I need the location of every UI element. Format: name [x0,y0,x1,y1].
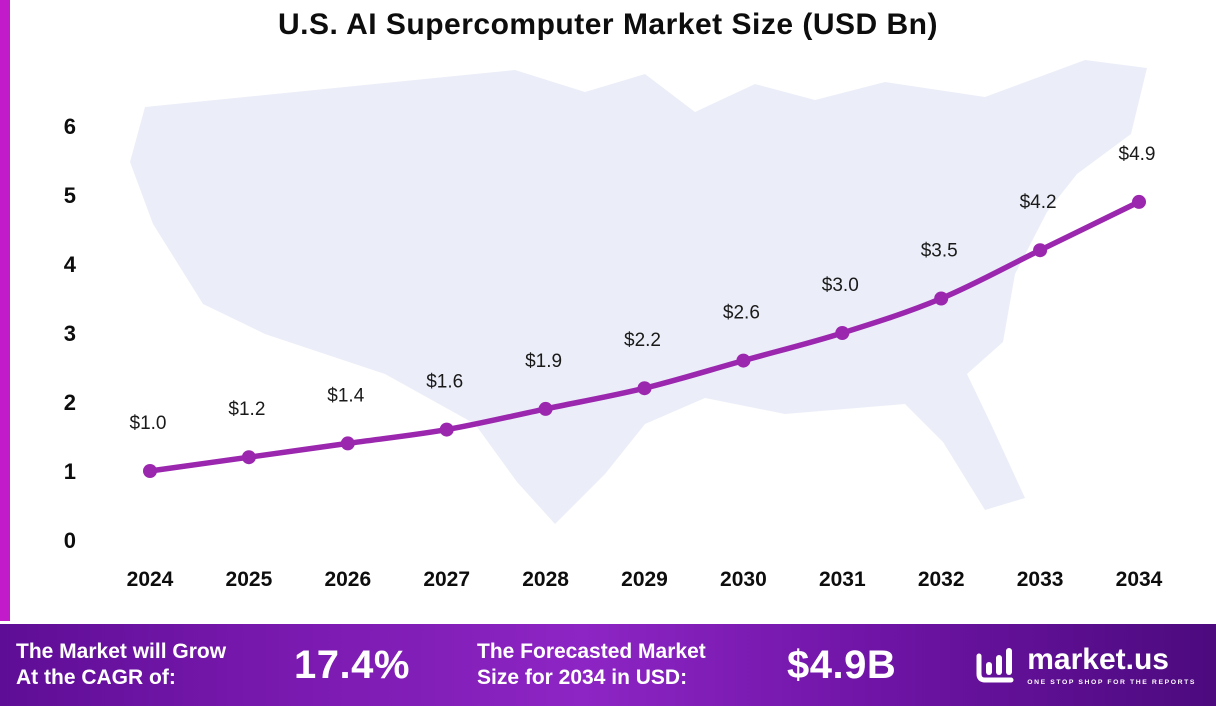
svg-text:2024: 2024 [127,568,174,591]
svg-text:$3.0: $3.0 [822,275,859,296]
svg-text:$4.2: $4.2 [1020,192,1057,213]
svg-text:$1.2: $1.2 [228,399,265,420]
svg-text:2025: 2025 [226,568,273,591]
footer-banner: The Market will Grow At the CAGR of: 17.… [0,621,1216,706]
svg-text:2026: 2026 [324,568,371,591]
svg-text:4: 4 [64,252,77,277]
svg-text:$1.0: $1.0 [130,413,167,434]
svg-text:$1.4: $1.4 [327,385,364,406]
svg-text:$2.6: $2.6 [723,303,760,324]
svg-text:2031: 2031 [819,568,866,591]
logo-tagline: ONE STOP SHOP FOR THE REPORTS [1027,678,1196,686]
svg-text:$3.5: $3.5 [921,241,958,262]
forecast-label: The Forecasted Market Size for 2034 in U… [477,639,706,689]
data-points [143,194,1146,478]
svg-text:2: 2 [64,390,76,415]
svg-text:2028: 2028 [522,568,569,591]
svg-text:5: 5 [64,183,76,208]
svg-text:$4.9: $4.9 [1119,144,1156,165]
svg-text:$2.2: $2.2 [624,330,661,351]
svg-text:$1.6: $1.6 [426,372,463,393]
svg-text:2033: 2033 [1017,568,1064,591]
svg-text:2029: 2029 [621,568,668,591]
marketus-logo-icon [976,648,1014,683]
svg-text:2027: 2027 [423,568,470,591]
page-title: U.S. AI Supercomputer Market Size (USD B… [278,8,938,41]
forecast-value: $4.9B [787,642,897,687]
point-labels: $1.0 $1.2 $1.4 $1.6 $1.9 $2.2 $2.6 $3.0 $3.5 $4.2… [130,144,1156,434]
svg-text:2032: 2032 [918,568,965,591]
logo-text: market.us [1027,642,1169,676]
x-axis-labels: 2024 2025 2026 2027 2028 2029 2030 2031 2032 2033… [127,568,1163,591]
svg-text:0: 0 [64,528,76,553]
cagr-label: The Market will Grow At the CAGR of: [16,639,227,689]
svg-text:3: 3 [64,321,76,346]
cagr-value: 17.4% [294,642,410,687]
marketus-logo: market.us ONE STOP SHOP FOR THE REPORTS [973,644,1196,686]
us-map-silhouette-icon [130,60,1147,524]
svg-text:6: 6 [64,114,76,139]
svg-text:2030: 2030 [720,568,767,591]
svg-text:1: 1 [64,459,76,484]
svg-text:$1.9: $1.9 [525,351,562,372]
svg-text:2034: 2034 [1116,568,1163,591]
left-accent-strip [0,0,10,621]
y-axis-labels: 0 1 2 3 4 5 6 [64,114,77,553]
